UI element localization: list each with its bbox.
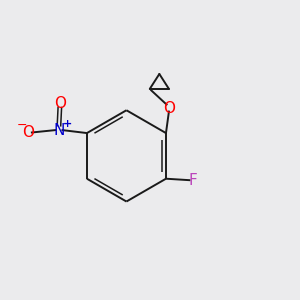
Text: F: F <box>189 173 197 188</box>
Text: N: N <box>53 123 64 138</box>
Text: +: + <box>63 118 72 129</box>
Text: −: − <box>16 118 27 132</box>
Text: O: O <box>163 100 175 116</box>
Text: O: O <box>54 95 66 110</box>
Text: O: O <box>22 125 34 140</box>
